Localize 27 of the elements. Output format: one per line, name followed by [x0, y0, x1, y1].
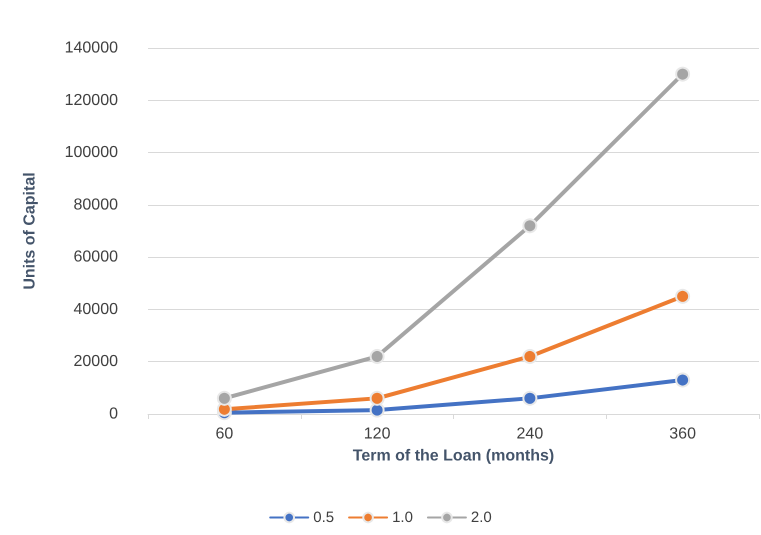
y-tick-label: 20000: [74, 353, 118, 370]
point: [522, 348, 538, 364]
point: [675, 288, 690, 304]
point: [216, 390, 232, 406]
y-tick-label: 120000: [64, 92, 118, 109]
legend-label: 1.0: [392, 509, 413, 526]
point: [370, 390, 385, 406]
y-tick-label: 40000: [74, 300, 118, 318]
y-axis-title: Units of Capital: [22, 172, 38, 290]
x-tick-label: 240: [516, 426, 544, 442]
x-tick-label: 360: [669, 426, 696, 442]
y-tick-label: 100000: [64, 144, 118, 162]
x-axis-title: Term of the Loan (months): [352, 448, 554, 464]
y-tick-label: 140000: [64, 40, 118, 56]
y-tick-label: 80000: [74, 196, 118, 214]
legend-label: 2.0: [470, 509, 492, 526]
point: [370, 402, 385, 418]
point: [675, 372, 690, 388]
y-tick-label: 60000: [74, 248, 118, 266]
legend-label: 0.5: [313, 509, 334, 526]
x-tick-label: 60: [215, 426, 234, 442]
point: [675, 66, 690, 82]
point: [522, 218, 538, 234]
x-tick-label: 120: [364, 426, 391, 442]
y-tick-label: 0: [109, 406, 118, 422]
point: [522, 390, 538, 406]
point: [370, 348, 385, 364]
